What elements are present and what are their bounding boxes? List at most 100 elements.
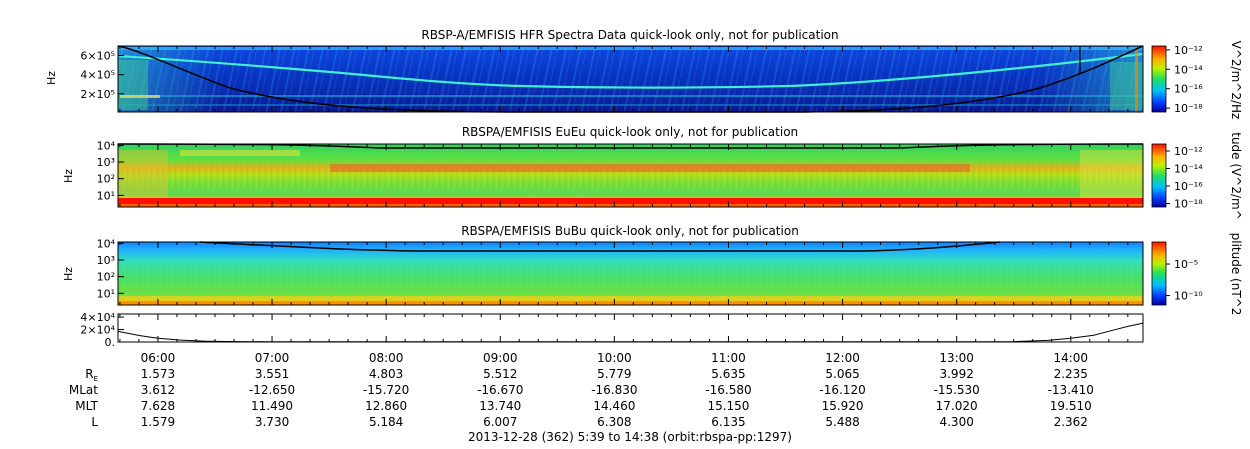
colorbar-tick-label: 10⁻¹⁸ [1174, 102, 1203, 115]
time-tick-label: 13:00 [939, 351, 974, 365]
ephemeris-value: 6.135 [711, 415, 745, 429]
y-tick-label: 4×10⁴ [80, 311, 115, 324]
ephemeris-value: -12.650 [249, 383, 295, 397]
y-tick-label: 4×10⁵ [80, 69, 115, 82]
panel3-colorbar [1151, 241, 1167, 306]
panel3-colorbar-label: plitude (nT^2 [1229, 233, 1243, 316]
panel1-y-axis: 6×10⁵ 4×10⁵ 2×10⁵ [80, 50, 124, 101]
panel4-x-ticks [119, 314, 1129, 342]
colorbar-tick-label: 10⁻¹⁶ [1174, 83, 1203, 96]
time-axis-labels: 06:00 07:00 08:00 09:00 10:00 11:00 12:00 13:00… [141, 351, 1088, 365]
time-tick-label: 10:00 [597, 351, 632, 365]
ephemeris-row-label: MLat [69, 383, 98, 397]
panel3-boundary-curve [199, 241, 1001, 252]
footer-caption: 2013-12-28 (362) 5:39 to 14:38 (orbit:rb… [468, 430, 792, 444]
ephemeris-value: 19.510 [1050, 399, 1092, 413]
panel3-colorbar-ticks: 10⁻⁵ 10⁻¹⁰ [1166, 258, 1203, 303]
panel4-plot [117, 313, 1144, 343]
ephemeris-value: -15.720 [363, 383, 409, 397]
y-tick-label: 0. [105, 336, 116, 349]
panel2-ylabel: Hz [62, 169, 75, 183]
ephemeris-value: -16.120 [819, 383, 865, 397]
panel3-x-ticks [119, 242, 1129, 305]
ephemeris-value: 3.992 [939, 367, 973, 381]
panel1-plot [117, 45, 1144, 113]
panel2-x-ticks [119, 144, 1129, 207]
ephemeris-value: 14.460 [593, 399, 635, 413]
ephemeris-value: 1.579 [141, 415, 175, 429]
colorbar-tick-label: 10⁻¹² [1174, 44, 1203, 57]
colorbar-tick-label: 10⁻¹⁴ [1174, 163, 1203, 176]
ephemeris-value: 3.612 [141, 383, 175, 397]
ephemeris-value: 7.628 [141, 399, 175, 413]
y-tick-label: 2×10⁵ [80, 88, 115, 101]
panel3-ylabel: Hz [62, 267, 75, 281]
panel2-plot [117, 143, 1144, 208]
ephemeris-value: 6.007 [483, 415, 517, 429]
ephemeris-row-label: MLT [75, 399, 98, 413]
ephemeris-value: 4.300 [939, 415, 973, 429]
panel1-ylabel: Hz [45, 71, 58, 85]
panel1-colorbar-ticks: 10⁻¹² 10⁻¹⁴ 10⁻¹⁶ 10⁻¹⁸ [1166, 44, 1203, 115]
y-tick-label: 6×10⁵ [80, 50, 115, 63]
panel1-title: RBSP-A/EMFISIS HFR Spectra Data quick-lo… [421, 28, 838, 42]
time-tick-label: 11:00 [711, 351, 746, 365]
panel2-colorbar-label: tude (V^2/m^ [1229, 132, 1243, 220]
time-tick-label: 08:00 [369, 351, 404, 365]
colorbar-tick-label: 10⁻¹² [1174, 145, 1203, 158]
y-tick-label: 10¹ [97, 189, 115, 202]
ephemeris-value: 2.362 [1054, 415, 1088, 429]
y-tick-label: 10⁴ [97, 139, 116, 152]
ephemeris-value: -15.530 [934, 383, 980, 397]
panel1-colorbar-label: V^2/m^2/Hz [1229, 41, 1243, 120]
time-tick-label: 09:00 [483, 351, 518, 365]
ephemeris-value: 5.635 [711, 367, 745, 381]
ephemeris-value: 3.551 [255, 367, 289, 381]
panel2-colorbar [1151, 143, 1167, 208]
y-tick-label: 10² [97, 271, 115, 284]
ephemeris-row-label: RE [85, 367, 98, 383]
ephemeris-value: -16.830 [591, 383, 637, 397]
ephemeris-table: RE 1.573 3.551 4.803 5.512 5.779 5.635 5.065 3.9… [69, 367, 1094, 429]
y-tick-label: 2×10⁴ [80, 324, 115, 337]
colorbar-tick-label: 10⁻¹⁸ [1174, 198, 1203, 211]
ephemeris-value: 5.488 [825, 415, 859, 429]
panel2-boundary-curve [117, 143, 1144, 149]
panel2-y-axis: 10⁴ 10³ 10² 10¹ [97, 139, 124, 202]
ephemeris-value: -13.410 [1048, 383, 1094, 397]
panel1-x-ticks [119, 46, 1129, 112]
y-tick-label: 10¹ [97, 287, 115, 300]
ephemeris-value: 2.235 [1054, 367, 1088, 381]
time-tick-label: 07:00 [255, 351, 290, 365]
panel1-colorbar [1151, 45, 1167, 113]
ephemeris-row-label-sub: E [94, 375, 98, 383]
ephemeris-value: 4.803 [369, 367, 403, 381]
panel1-plasma-line [117, 52, 1144, 89]
colorbar-tick-label: 10⁻¹⁶ [1174, 180, 1203, 193]
ephemeris-value: 11.490 [251, 399, 293, 413]
panel3-plot [117, 241, 1144, 306]
y-tick-label: 10³ [97, 156, 115, 169]
time-tick-label: 12:00 [825, 351, 860, 365]
ephemeris-value: -16.670 [477, 383, 523, 397]
ephemeris-value: 17.020 [936, 399, 978, 413]
panel2-colorbar-ticks: 10⁻¹² 10⁻¹⁴ 10⁻¹⁶ 10⁻¹⁸ [1166, 145, 1203, 211]
ephemeris-value: 1.573 [141, 367, 175, 381]
colorbar-tick-label: 10⁻¹⁰ [1174, 290, 1203, 303]
panel3-title: RBSPA/EMFISIS BuBu quick-look only, not … [461, 224, 799, 238]
panel2-title: RBSPA/EMFISIS EuEu quick-look only, not … [462, 125, 798, 139]
y-tick-label: 10⁴ [97, 237, 116, 250]
ephemeris-value: 15.920 [822, 399, 864, 413]
ephemeris-value: 12.860 [365, 399, 407, 413]
time-tick-label: 14:00 [1053, 351, 1088, 365]
ephemeris-value: 5.779 [597, 367, 631, 381]
ephemeris-value: 5.065 [825, 367, 859, 381]
ephemeris-value: 13.740 [479, 399, 521, 413]
y-tick-label: 10³ [97, 254, 115, 267]
ephemeris-value: 5.512 [483, 367, 517, 381]
colorbar-tick-label: 10⁻⁵ [1174, 258, 1198, 271]
ephemeris-row-label: L [91, 415, 98, 429]
ephemeris-value: -16.580 [705, 383, 751, 397]
